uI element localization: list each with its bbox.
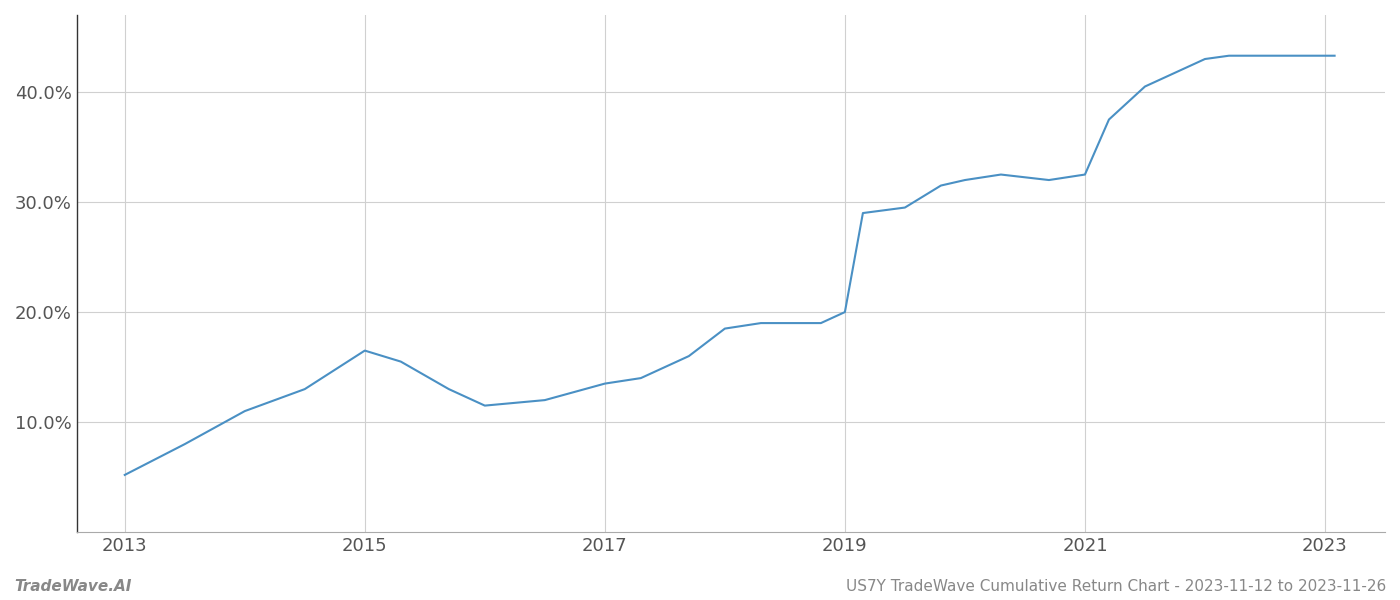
Text: TradeWave.AI: TradeWave.AI — [14, 579, 132, 594]
Text: US7Y TradeWave Cumulative Return Chart - 2023-11-12 to 2023-11-26: US7Y TradeWave Cumulative Return Chart -… — [846, 579, 1386, 594]
